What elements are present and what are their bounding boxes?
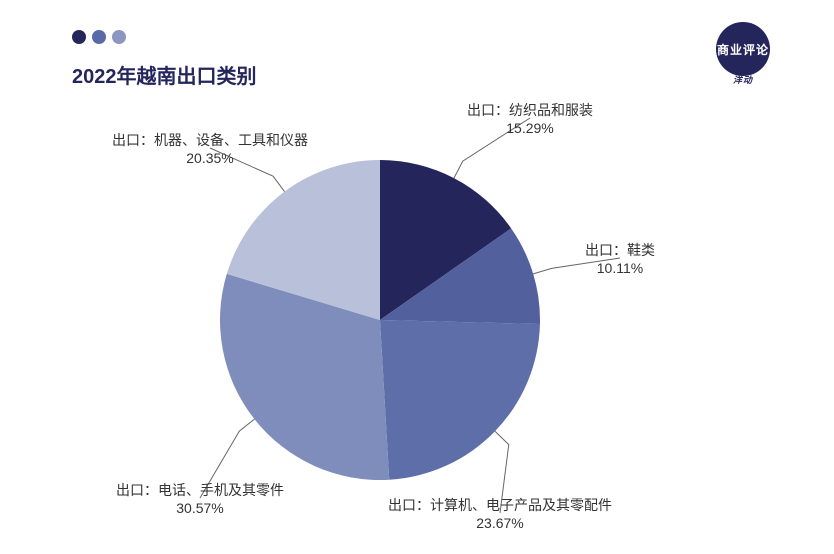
slice-label-percent: 20.35% [112,150,308,166]
slice-label: 出口：鞋类10.11% [585,240,655,276]
slice-label-percent: 15.29% [467,120,593,136]
pie-svg [0,0,834,549]
slice-label-percent: 23.67% [388,515,612,531]
slice-label-percent: 10.11% [585,260,655,276]
slice-label-text: 出口：电话、手机及其零件 [116,480,284,500]
slice-label-text: 出口：鞋类 [585,240,655,260]
slice-label-text: 出口：计算机、电子产品及其零配件 [388,495,612,515]
slice-label-text: 出口：纺织品和服装 [467,100,593,120]
slice-label-percent: 30.57% [116,500,284,516]
pie-slice [380,320,540,480]
pie-chart [0,0,834,549]
slice-label: 出口：纺织品和服装15.29% [467,100,593,136]
slice-label: 出口：计算机、电子产品及其零配件23.67% [388,495,612,531]
slice-label: 出口：电话、手机及其零件30.57% [116,480,284,516]
slice-label-text: 出口：机器、设备、工具和仪器 [112,130,308,150]
slice-label: 出口：机器、设备、工具和仪器20.35% [112,130,308,166]
